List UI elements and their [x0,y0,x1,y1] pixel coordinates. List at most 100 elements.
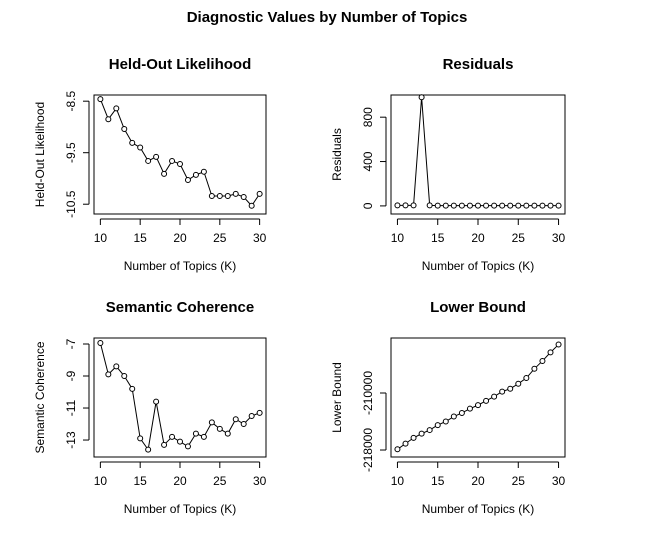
data-point [466,202,473,209]
data-point [145,157,152,164]
data-point [555,202,562,209]
data-point [499,202,506,209]
data-point [192,171,199,178]
data-point [555,341,562,348]
data-point [483,202,490,209]
data-point [153,153,160,160]
data-point [515,202,522,209]
data-point [491,202,498,209]
data-point [450,202,457,209]
data-point [248,413,255,420]
x-tick-label: 20 [173,231,187,245]
data-point [539,357,546,364]
plot-box [390,337,566,458]
data-point [184,443,191,450]
x-tick-label: 20 [173,474,187,488]
data-point [475,202,481,209]
x-tick-label: 25 [213,231,227,245]
data-point [483,397,490,404]
data-point [547,349,554,356]
data-point [256,190,263,197]
data-point [410,202,417,209]
data-point [499,388,506,395]
y-tick-label: -13 [64,431,78,449]
data-point [523,375,530,382]
data-point [466,405,473,412]
data-point [216,192,223,199]
data-point [240,194,247,200]
data-point [129,385,136,392]
data-point [458,409,465,416]
data-point [450,413,457,420]
x-tick-label: 10 [94,474,108,488]
data-point [145,446,152,453]
data-point [256,409,263,416]
x-tick-label: 10 [94,231,108,245]
data-point [192,430,199,437]
y-tick-label: -7 [64,338,78,349]
data-point [523,202,530,209]
data-point [184,177,191,183]
x-axis-label: Number of Topics (K) [422,502,534,516]
data-point [177,438,183,445]
data-point [539,202,546,209]
x-tick-label: 25 [512,474,526,488]
data-point [458,202,465,209]
plot-box [390,94,566,215]
data-point [434,202,441,209]
main-title: Diagnostic Values by Number of Topics [187,9,468,26]
data-point [177,161,183,168]
panel-title: Semantic Coherence [106,299,254,316]
data-point [105,371,112,378]
x-tick-label: 30 [253,231,267,245]
y-tick-label: -10.5 [64,190,78,218]
y-tick-label: -218000 [361,428,375,472]
y-tick-label: -11 [64,399,78,416]
data-point [232,416,239,423]
panel-title: Lower Bound [430,299,526,316]
x-tick-label: 15 [431,231,445,245]
data-point [121,373,128,380]
data-point [200,433,207,440]
data-point [547,202,554,209]
data-point [137,435,144,442]
data-point [153,398,160,405]
data-point [97,96,104,103]
data-point [97,340,104,347]
data-point [442,202,449,209]
data-point [475,402,481,409]
x-tick-label: 15 [431,474,445,488]
x-tick-label: 10 [391,474,405,488]
y-axis-label: Held-Out Likelihood [33,102,47,207]
data-point [208,419,215,426]
data-point [224,192,231,199]
data-point [394,202,401,209]
data-point [200,168,207,175]
x-tick-label: 30 [253,474,267,488]
data-point [240,421,247,428]
data-point [531,202,538,209]
data-point [113,363,120,370]
data-point [232,190,239,197]
x-tick-label: 20 [471,231,485,245]
x-tick-label: 30 [552,231,566,245]
data-point [248,202,255,209]
data-point [434,422,441,429]
data-point [418,430,425,437]
y-tick-label: -9.5 [64,142,78,163]
x-tick-label: 10 [391,231,405,245]
x-tick-label: 15 [134,474,148,488]
data-point [442,418,449,425]
data-point [105,116,112,123]
data-point [515,380,522,387]
y-axis-label: Lower Bound [330,362,344,433]
data-point [507,202,514,209]
data-point [208,192,215,199]
y-tick-label: 0 [361,202,375,209]
data-point [531,365,538,372]
y-axis-label: Residuals [330,128,344,181]
y-tick-label: -8.5 [64,91,78,112]
data-point [426,427,433,434]
